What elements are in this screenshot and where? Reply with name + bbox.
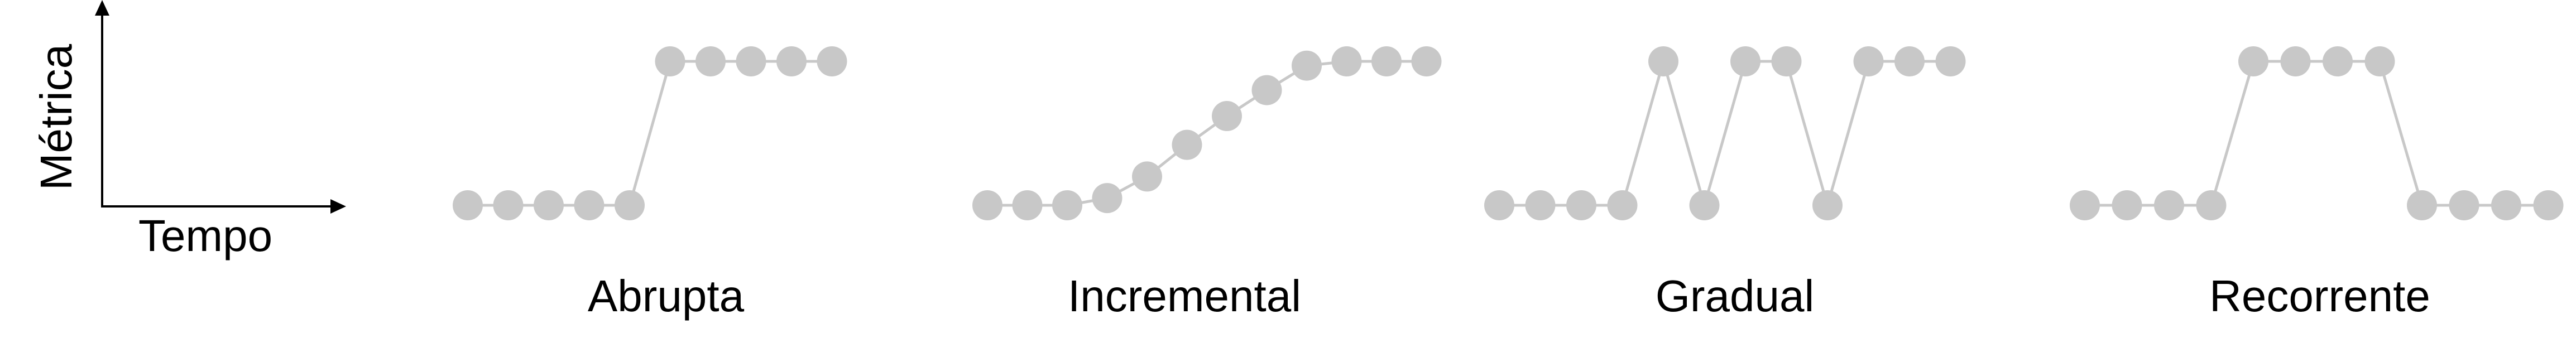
data-point <box>2196 190 2227 220</box>
data-point <box>1484 190 1514 220</box>
data-point <box>1052 190 1082 220</box>
data-point <box>2154 190 2184 220</box>
panel-abrupta: Abrupta <box>453 46 847 321</box>
data-point <box>1371 46 1402 76</box>
data-point <box>1771 46 1802 76</box>
data-point <box>1607 190 1638 220</box>
data-point <box>1092 183 1122 214</box>
data-point <box>736 46 766 76</box>
data-point <box>1566 190 1596 220</box>
x-axis-arrow <box>330 199 346 214</box>
panel-label-incremental: Incremental <box>1068 271 1301 321</box>
data-point <box>615 190 645 220</box>
y-axis-arrow <box>95 0 109 16</box>
data-point <box>2364 46 2395 76</box>
y-axis-label: Métrica <box>31 44 81 190</box>
data-point <box>2407 190 2437 220</box>
data-point <box>1935 46 1966 76</box>
data-point <box>1292 50 1322 81</box>
data-point <box>2112 190 2142 220</box>
data-point <box>2280 46 2311 76</box>
data-point <box>655 46 685 76</box>
data-point <box>1853 46 1884 76</box>
data-point <box>817 46 847 76</box>
data-point <box>1689 190 1720 220</box>
data-point <box>2449 190 2479 220</box>
data-point <box>1525 190 1556 220</box>
data-point <box>1012 190 1043 220</box>
panel-recorrente: Recorrente <box>2070 46 2564 321</box>
data-point <box>1648 46 1678 76</box>
panel-label-gradual: Gradual <box>1656 271 1815 321</box>
data-point <box>1212 101 1242 132</box>
axis-legend: Métrica Tempo <box>31 0 346 260</box>
panel-label-recorrente: Recorrente <box>2209 271 2430 321</box>
data-point <box>695 46 726 76</box>
data-point <box>776 46 807 76</box>
data-point <box>1251 75 1282 105</box>
series-line-gradual <box>1499 56 1951 211</box>
panel-label-abrupta: Abrupta <box>588 271 745 321</box>
data-point <box>2323 46 2353 76</box>
data-point <box>1172 129 1202 160</box>
data-point <box>972 190 1002 220</box>
data-point <box>2238 46 2268 76</box>
data-point <box>1411 46 1442 76</box>
data-point <box>453 190 483 220</box>
data-point <box>1812 190 1843 220</box>
data-point <box>493 190 524 220</box>
data-point <box>1331 46 1362 76</box>
data-point <box>2070 190 2100 220</box>
series-line-incremental <box>987 60 1427 207</box>
data-point <box>534 190 564 220</box>
x-axis-label: Tempo <box>138 211 272 260</box>
data-point <box>1132 161 1162 192</box>
data-point <box>574 190 605 220</box>
data-point <box>2533 190 2564 220</box>
data-point <box>1730 46 1760 76</box>
panel-incremental: Incremental <box>972 46 1442 321</box>
data-point <box>1894 46 1925 76</box>
series-line-recorrente <box>2085 60 2549 207</box>
series-line-abrupta <box>468 60 832 207</box>
panel-gradual: Gradual <box>1484 46 1966 321</box>
data-point <box>2491 190 2521 220</box>
